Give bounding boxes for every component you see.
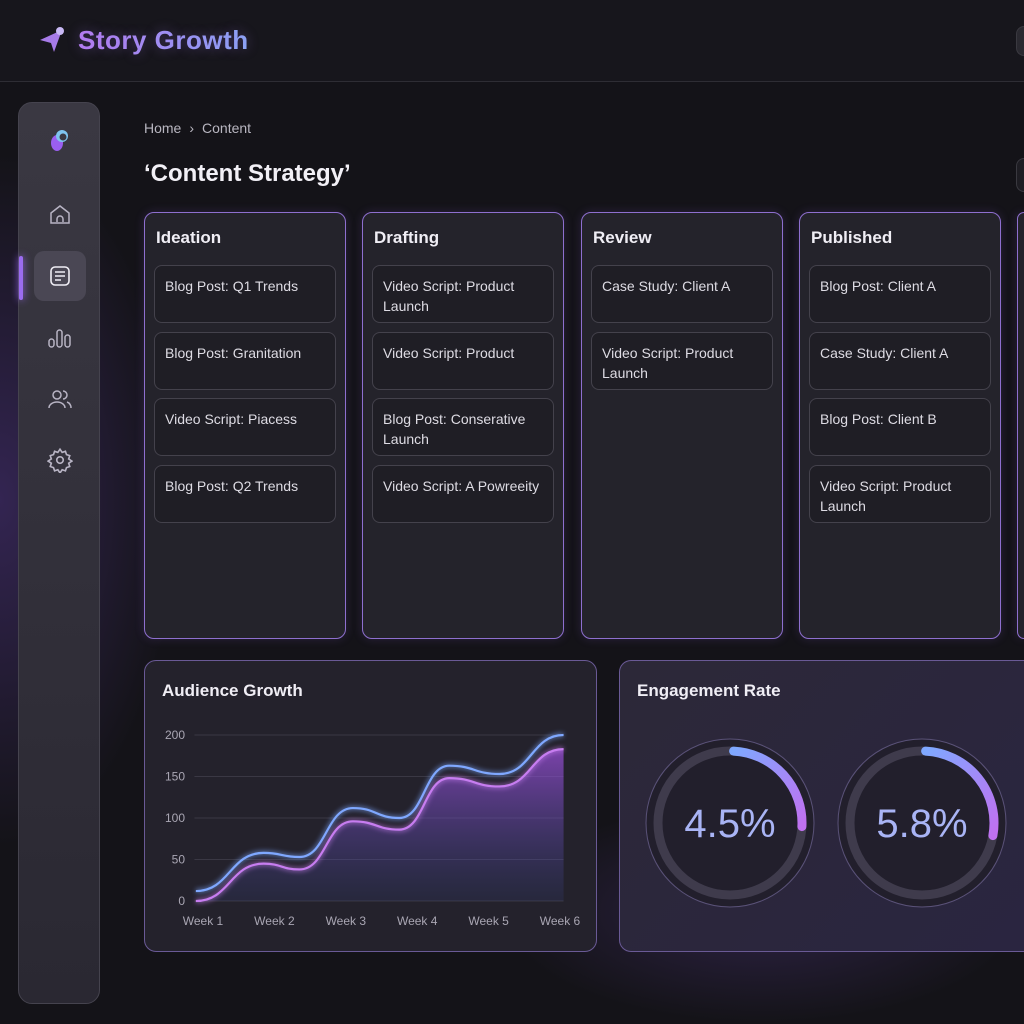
paper-plane-icon <box>40 27 64 52</box>
sidebar-item-analytics[interactable] <box>34 313 86 363</box>
sidebar-item-content[interactable] <box>34 251 86 301</box>
content-card[interactable]: Video Script: A Powreeity <box>372 465 554 523</box>
kanban-column-ideation: Ideation Blog Post: Q1 Trends Blog Post: G… <box>144 212 346 639</box>
breadcrumb: Home › Content <box>144 120 251 136</box>
content-card[interactable]: Blog Post: Q1 Trends <box>154 265 336 323</box>
kanban-column-partial <box>1017 212 1024 639</box>
content-card[interactable]: Blog Post: Client B <box>809 398 991 456</box>
panel-title: Audience Growth <box>162 681 303 700</box>
content-card[interactable]: Blog Post: Client A <box>809 265 991 323</box>
bar-chart-icon <box>48 329 71 348</box>
kanban-column-drafting: Drafting Video Script: Product Launch Vide… <box>362 212 564 639</box>
content-card[interactable]: Video Script: Piacess <box>154 398 336 456</box>
column-title: Published <box>811 228 893 247</box>
engagement-gauges: 4.5% 5.8% <box>645 738 1007 908</box>
breadcrumb-separator: › <box>189 120 195 136</box>
app-title: Story Growth <box>78 24 249 55</box>
engagement-rate-panel: Engagement Rate 4.5% 5.8% <box>619 660 1024 952</box>
sidebar <box>18 102 100 1004</box>
document-icon <box>50 266 70 286</box>
content-card[interactable]: Case Study: Client A <box>591 265 773 323</box>
gauge-fill <box>921 746 999 841</box>
content-card[interactable]: Video Script: Product Launch <box>591 332 773 390</box>
sidebar-item-settings[interactable] <box>34 435 86 485</box>
area-fill <box>195 749 564 901</box>
breadcrumb-home[interactable]: Home <box>144 120 182 136</box>
y-tick-label: 200 <box>165 728 185 742</box>
gauge-value: 5.8% <box>876 802 967 846</box>
x-tick-label: Week 2 <box>254 914 295 928</box>
app-logo[interactable]: Story Growth <box>36 24 249 56</box>
users-icon <box>48 390 72 409</box>
kanban-column-published: Published Blog Post: Client A Case Study: … <box>799 212 1001 639</box>
x-tick-label: Week 4 <box>397 914 438 928</box>
avatar[interactable] <box>1016 26 1024 56</box>
x-tick-label: Week 1 <box>183 914 224 928</box>
content-card[interactable]: Video Script: Product Launch <box>809 465 991 523</box>
y-tick-label: 50 <box>172 853 186 867</box>
column-title: Review <box>593 228 652 247</box>
gear-icon <box>47 447 73 473</box>
y-tick-label: 100 <box>165 811 185 825</box>
content-card[interactable]: Video Script: Product Launch <box>372 265 554 323</box>
gauge-ring <box>837 738 1007 908</box>
content-card[interactable]: Video Script: Product <box>372 332 554 390</box>
audience-growth-chart: 0 50 100 150 200 Week 1 Week 2 Week 3 Week 4 Week… <box>165 728 581 928</box>
panel-title: Engagement Rate <box>637 681 781 700</box>
x-tick-label: Week 3 <box>326 914 367 928</box>
column-title: Ideation <box>156 228 222 247</box>
action-button[interactable] <box>1016 158 1024 192</box>
content-card[interactable]: Blog Post: Granitation <box>154 332 336 390</box>
page-title: ‘Content Strategy’ <box>144 160 351 187</box>
x-tick-label: Week 5 <box>468 914 509 928</box>
content-card[interactable]: Blog Post: Conserative Launch <box>372 398 554 456</box>
active-indicator <box>19 256 23 300</box>
header: Story Growth <box>0 0 1024 82</box>
content-card[interactable]: Case Study: Client A <box>809 332 991 390</box>
breadcrumb-content: Content <box>202 120 252 136</box>
content-card[interactable]: Blog Post: Q2 Trends <box>154 465 336 523</box>
sidebar-item-users[interactable] <box>34 374 86 424</box>
gauge-ring <box>645 738 815 908</box>
y-tick-label: 0 <box>178 894 185 908</box>
gauge-value: 4.5% <box>684 802 775 846</box>
sidebar-item-home[interactable] <box>34 190 86 240</box>
brand-icon <box>47 127 71 158</box>
home-icon <box>50 205 70 224</box>
gauge-fill <box>729 746 807 832</box>
x-tick-label: Week 6 <box>540 914 581 928</box>
audience-growth-panel: Audience Growth 0 50 100 150 200 Week 1 Week 2… <box>144 660 597 952</box>
column-title: Drafting <box>374 228 440 247</box>
y-tick-label: 150 <box>165 770 185 784</box>
kanban-column-review: Review Case Study: Client A Video Script: … <box>581 212 783 639</box>
